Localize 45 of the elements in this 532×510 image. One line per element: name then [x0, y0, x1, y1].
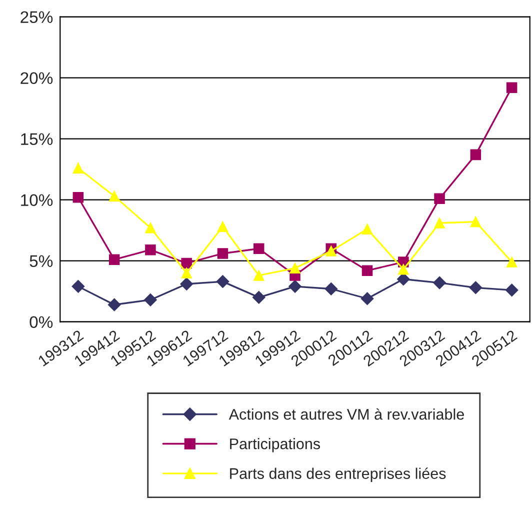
- point: [434, 218, 445, 228]
- point: [324, 282, 338, 296]
- y-tick-label: 0%: [30, 316, 53, 328]
- point: [253, 243, 264, 254]
- point: [398, 264, 409, 275]
- point: [108, 254, 120, 265]
- point: [72, 192, 84, 203]
- y-tick-label: 20%: [20, 72, 53, 84]
- point: [362, 224, 373, 234]
- point: [396, 272, 410, 286]
- y-tick-label: 10%: [21, 194, 53, 206]
- point: [217, 248, 228, 259]
- point: [506, 256, 518, 268]
- point: [469, 281, 482, 294]
- point: [326, 246, 337, 256]
- y-tick-label: 5%: [30, 255, 53, 268]
- point: [108, 298, 121, 312]
- point: [144, 293, 157, 306]
- point: [288, 280, 302, 293]
- point: [470, 216, 482, 228]
- point: [72, 162, 84, 174]
- point: [506, 82, 518, 93]
- point: [72, 280, 85, 293]
- legend-label: Parts dans des entreprises liées: [230, 468, 446, 482]
- point: [362, 265, 373, 276]
- point: [252, 291, 266, 304]
- point: [290, 262, 300, 274]
- point: [360, 292, 374, 306]
- point: [217, 221, 228, 232]
- point: [180, 278, 193, 290]
- point: [253, 270, 264, 281]
- point: [181, 268, 192, 278]
- legend-label: Actions et autres VM à rev.variable: [228, 408, 464, 420]
- y-tick-label: 15%: [21, 133, 53, 146]
- point: [470, 149, 482, 160]
- point: [434, 193, 445, 204]
- point: [108, 190, 120, 202]
- point: [181, 258, 192, 269]
- point: [145, 244, 156, 256]
- legend-label: Participations: [230, 438, 320, 452]
- y-tick-label: 25%: [20, 11, 53, 24]
- point: [433, 276, 446, 290]
- point: [145, 222, 156, 234]
- point: [216, 275, 230, 288]
- point: [505, 284, 518, 297]
